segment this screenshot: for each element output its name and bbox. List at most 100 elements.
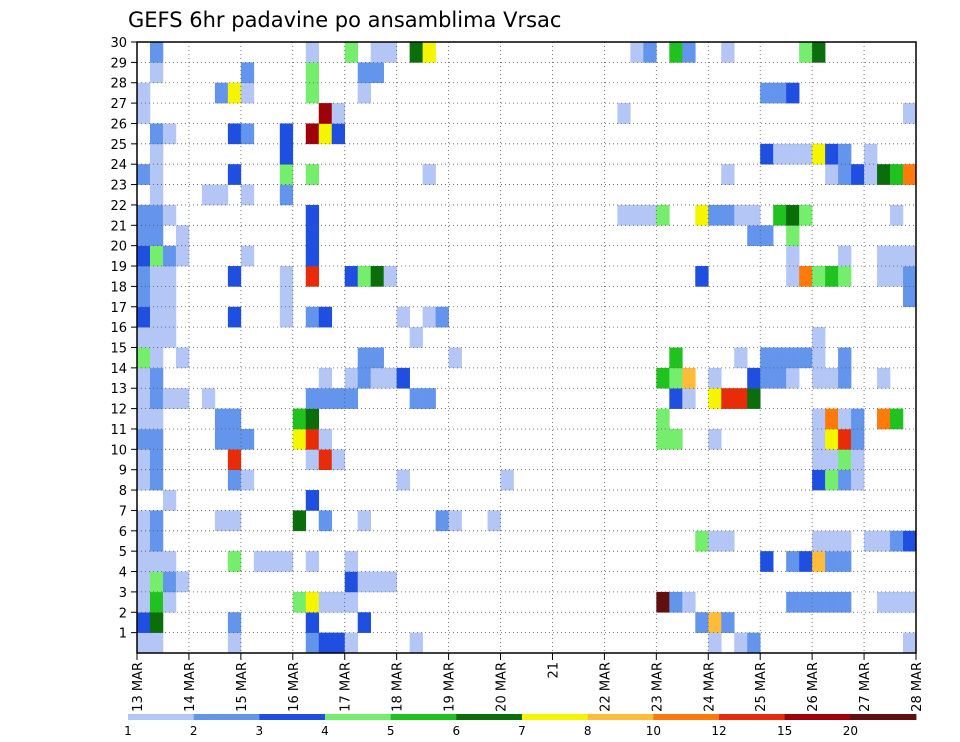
heatmap-cell — [137, 204, 151, 226]
heatmap-cell — [149, 347, 164, 369]
y-tick-label: 7 — [119, 504, 127, 519]
heatmap-cell — [357, 62, 371, 84]
heatmap-cell — [721, 164, 735, 185]
heatmap-cell — [799, 551, 813, 572]
heatmap-cell — [747, 632, 761, 654]
heatmap-cell — [331, 103, 346, 124]
heatmap-cell — [279, 143, 294, 165]
heatmap-cell — [279, 123, 294, 145]
heatmap-cell — [838, 449, 852, 470]
heatmap-cell — [305, 164, 320, 185]
heatmap-cells — [137, 42, 917, 654]
heatmap-cell — [201, 184, 216, 206]
heatmap-cell — [137, 591, 151, 613]
heatmap-cell — [903, 632, 917, 654]
heatmap-cell — [682, 367, 696, 389]
heatmap-cell — [279, 306, 294, 328]
heatmap-cell — [773, 347, 787, 369]
heatmap-cell — [137, 245, 151, 267]
heatmap-cell — [786, 204, 800, 226]
heatmap-cell — [825, 449, 839, 470]
heatmap-cell — [162, 388, 177, 409]
heatmap-cell — [786, 266, 800, 287]
heatmap-cell — [656, 591, 670, 613]
heatmap-cell — [318, 591, 333, 613]
heatmap-cell — [383, 266, 397, 287]
heatmap-cell — [669, 388, 683, 409]
heatmap-cell — [162, 204, 177, 226]
heatmap-cell — [149, 612, 164, 633]
heatmap-cell — [838, 591, 852, 613]
heatmap-cell — [227, 612, 242, 633]
heatmap-cell — [422, 388, 436, 409]
x-tick-label: 17 MAR — [339, 662, 354, 712]
heatmap-cell — [149, 266, 164, 287]
y-tick-label: 24 — [110, 158, 127, 173]
heatmap-cell — [344, 632, 359, 654]
heatmap-cell — [214, 510, 229, 532]
heatmap-cell — [812, 347, 826, 369]
heatmap-cell — [162, 571, 177, 593]
heatmap-cell — [137, 225, 151, 246]
y-tick-label: 22 — [110, 199, 127, 214]
y-axis: 1234567891011121314151617181920212223242… — [110, 36, 137, 642]
heatmap-cell — [292, 591, 307, 613]
heatmap-cell — [305, 42, 320, 63]
heatmap-cell — [734, 388, 748, 409]
y-tick-label: 14 — [110, 362, 127, 377]
heatmap-cell — [305, 388, 320, 409]
heatmap-cell — [318, 103, 333, 124]
heatmap-cell — [149, 306, 164, 328]
heatmap-cell — [175, 347, 190, 369]
heatmap-cell — [903, 591, 917, 613]
colorbar-swatch — [390, 714, 457, 720]
heatmap-cell — [344, 42, 359, 63]
y-tick-label: 19 — [110, 260, 127, 275]
heatmap-cell — [227, 164, 242, 185]
heatmap-cell — [643, 42, 657, 63]
x-tick-label: 27 MAR — [858, 662, 873, 712]
heatmap-cell — [357, 612, 371, 633]
heatmap-cell — [695, 266, 709, 287]
heatmap-cell — [149, 327, 164, 348]
y-tick-label: 6 — [119, 525, 127, 540]
heatmap-cell — [669, 367, 683, 389]
heatmap-cell — [396, 469, 410, 491]
heatmap-cell — [318, 510, 333, 532]
colorbar-swatch — [128, 714, 195, 720]
heatmap-cell — [409, 632, 423, 654]
heatmap-cell — [383, 367, 397, 389]
x-tick-label: 18 MAR — [391, 662, 406, 712]
heatmap-cell — [149, 62, 164, 84]
heatmap-cell — [162, 327, 177, 348]
heatmap-cell — [838, 530, 852, 552]
heatmap-cell — [617, 204, 631, 226]
heatmap-cell — [305, 428, 320, 450]
heatmap-cell — [357, 266, 371, 287]
heatmap-cell — [149, 204, 164, 226]
colorbar-label: 7 — [518, 724, 526, 738]
heatmap-cell — [137, 103, 151, 124]
x-tick-label: 13 MAR — [131, 662, 146, 712]
heatmap-cell — [175, 245, 190, 267]
heatmap-cell — [137, 306, 151, 328]
heatmap-cell — [422, 164, 436, 185]
y-tick-label: 21 — [110, 219, 127, 234]
heatmap-cell — [903, 286, 917, 308]
heatmap-cell — [227, 469, 242, 491]
heatmap-cell — [305, 612, 320, 633]
heatmap-cell — [331, 449, 346, 470]
heatmap-cell — [838, 266, 852, 287]
colorbar-label: 20 — [843, 724, 858, 738]
heatmap-cell — [137, 510, 151, 532]
heatmap-cell — [773, 143, 787, 165]
heatmap-cell — [760, 82, 774, 104]
y-tick-label: 16 — [110, 321, 127, 336]
heatmap-cell — [149, 367, 164, 389]
heatmap-cell — [137, 469, 151, 491]
heatmap-cell — [708, 632, 722, 654]
heatmap-cell — [357, 510, 371, 532]
heatmap-cell — [175, 225, 190, 246]
heatmap-cell — [877, 530, 891, 552]
heatmap-cell — [137, 327, 151, 348]
